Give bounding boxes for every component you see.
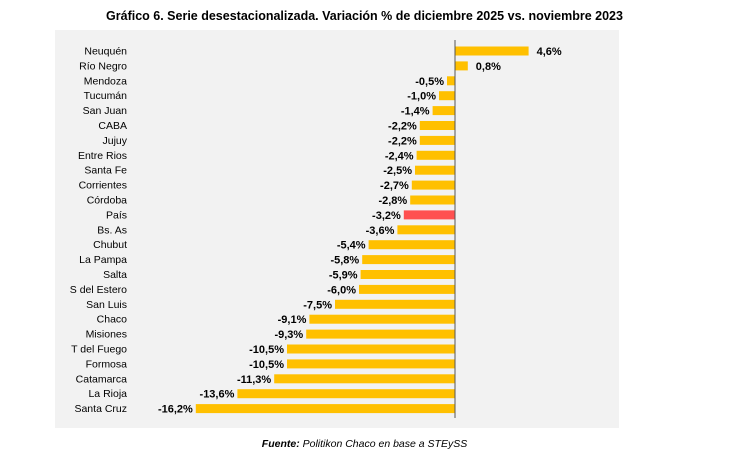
category-label: Santa Cruz [74, 403, 127, 415]
category-label: Mendoza [84, 75, 127, 87]
plot-area: Neuquén 4,6% Río Negro 0,8% Mendoza -0,5% Tucu… [55, 30, 619, 428]
bar-santa-fe [415, 165, 455, 175]
category-label: San Luis [86, 299, 127, 311]
category-label: Río Negro [79, 60, 127, 72]
value-label: -11,3% [237, 374, 271, 386]
bar-cordoba [410, 195, 455, 205]
value-label: -2,7% [380, 180, 409, 192]
category-label: Salta [103, 269, 127, 281]
bar-rio-negro [455, 61, 468, 71]
category-label: CABA [98, 120, 127, 132]
bar-salta [360, 270, 455, 279]
value-label: -3,6% [366, 225, 395, 237]
value-label: -9,3% [274, 329, 303, 341]
bar-jujuy [419, 135, 455, 145]
category-label: La Pampa [79, 254, 127, 266]
category-label: Bs. As [97, 224, 127, 236]
value-label: -5,4% [337, 240, 366, 252]
bar-neuquen [455, 46, 529, 56]
bar-formosa [287, 359, 455, 369]
chart-title: Gráfico 6. Serie desestacionalizada. Var… [106, 9, 623, 23]
bar-santa-cruz [195, 404, 456, 414]
category-label: San Juan [83, 105, 128, 117]
category-label: País [106, 209, 127, 221]
category-label: Entre Rios [78, 150, 127, 162]
value-label: -2,4% [385, 150, 414, 162]
value-label: -3,2% [372, 210, 401, 222]
value-label: 4,6% [537, 46, 562, 58]
bar-chaco [309, 314, 455, 324]
value-label: -13,6% [200, 389, 235, 401]
category-label: T del Fuego [71, 344, 127, 356]
bar-t-del-fuego [287, 344, 455, 354]
value-label: -10,5% [249, 359, 284, 371]
value-label: -2,2% [388, 121, 417, 133]
category-label: Catamarca [76, 373, 128, 385]
category-label: Chubut [93, 239, 127, 251]
bar-san-juan [432, 106, 455, 116]
bar-mendoza [447, 76, 455, 86]
category-label: Santa Fe [84, 165, 127, 177]
category-label: La Rioja [88, 388, 127, 400]
category-label: Tucumán [84, 90, 128, 102]
bar-la-pampa [362, 255, 455, 265]
value-label: -0,5% [415, 76, 444, 88]
category-label: Jujuy [102, 135, 127, 147]
value-label: -16,2% [158, 404, 193, 416]
value-label: -5,9% [329, 270, 358, 282]
value-label: -2,8% [378, 195, 407, 207]
value-label: -9,1% [278, 314, 307, 326]
bar-caba [419, 121, 455, 130]
source-label: Fuente: [261, 438, 300, 450]
value-label: -5,8% [330, 255, 359, 267]
bar-san-luis [335, 299, 455, 309]
category-label: S del Estero [70, 284, 127, 296]
value-label: -2,2% [388, 135, 417, 147]
bar-chubut [368, 240, 455, 250]
bar-pais [403, 210, 455, 220]
bar-bs-as [397, 225, 455, 235]
value-label: -1,4% [401, 106, 430, 118]
category-label: Córdoba [87, 195, 127, 207]
bar-tucuman [439, 91, 455, 101]
bar-s-del-estero [359, 284, 455, 294]
bar-misiones [306, 329, 455, 339]
bar-la-rioja [237, 389, 455, 399]
value-label: -2,5% [383, 165, 412, 177]
category-label: Chaco [97, 314, 128, 326]
value-label: -7,5% [303, 299, 332, 311]
value-label: 0,8% [476, 61, 501, 73]
category-label: Corrientes [79, 180, 127, 192]
bar-chart: Neuquén 4,6% Río Negro 0,8% Mendoza -0,5% Tucu… [70, 40, 562, 418]
value-label: -6,0% [327, 284, 356, 296]
bar-catamarca [274, 374, 455, 384]
source-text: Politikon Chaco en base a STEySS [299, 438, 468, 450]
category-label: Formosa [86, 358, 128, 370]
bar-corrientes [411, 180, 455, 190]
category-label: Misiones [86, 329, 127, 341]
value-label: -1,0% [407, 91, 436, 103]
source-note: Fuente: Politikon Chaco en base a STEySS [0, 438, 729, 450]
category-label: Neuquén [84, 46, 127, 58]
bar-entre-rios [416, 150, 455, 160]
value-label: -10,5% [249, 344, 284, 356]
